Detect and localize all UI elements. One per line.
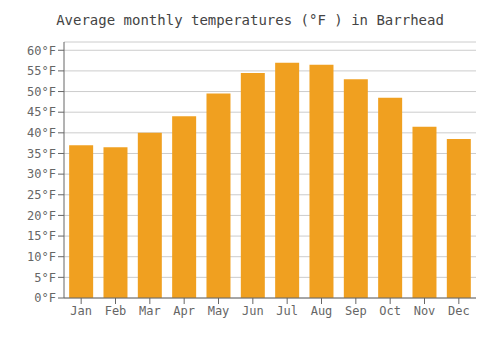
svg-text:Jan: Jan [70, 304, 92, 318]
svg-text:5°F: 5°F [34, 271, 56, 285]
svg-text:0°F: 0°F [34, 291, 56, 305]
svg-text:Apr: Apr [173, 304, 195, 318]
svg-text:10°F: 10°F [27, 250, 56, 264]
svg-text:15°F: 15°F [27, 229, 56, 243]
svg-text:55°F: 55°F [27, 64, 56, 78]
svg-text:Mar: Mar [139, 304, 161, 318]
svg-text:Jul: Jul [276, 304, 298, 318]
svg-text:60°F: 60°F [27, 44, 56, 58]
svg-text:50°F: 50°F [27, 85, 56, 99]
svg-text:Aug: Aug [311, 304, 333, 318]
svg-text:May: May [208, 304, 230, 318]
svg-text:35°F: 35°F [27, 147, 56, 161]
html-text:Average monthly temperatures (: Average monthly temperatures (°F ) in Ba… [56, 12, 444, 28]
svg-text:30°F: 30°F [27, 167, 56, 181]
svg-text:Oct: Oct [379, 304, 401, 318]
svg-text:25°F: 25°F [27, 188, 56, 202]
svg-text:45°F: 45°F [27, 105, 56, 119]
svg-text:Feb: Feb [105, 304, 127, 318]
svg-text:40°F: 40°F [27, 126, 56, 140]
svg-text:Jun: Jun [242, 304, 264, 318]
svg-text:Dec: Dec [448, 304, 470, 318]
svg-text:Sep: Sep [345, 304, 367, 318]
svg-text:Nov: Nov [414, 304, 436, 318]
svg-text:20°F: 20°F [27, 209, 56, 223]
